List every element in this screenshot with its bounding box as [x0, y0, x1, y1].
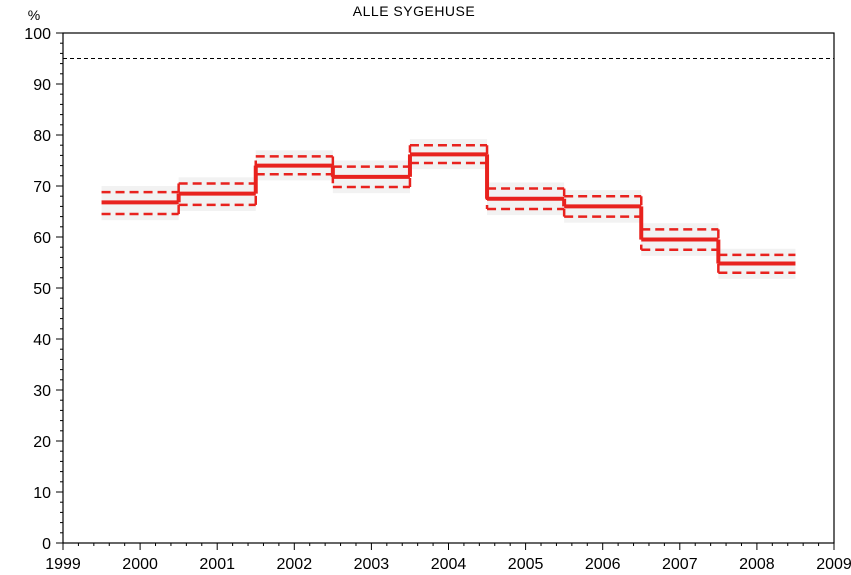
- x-tick-label: 2001: [199, 556, 235, 573]
- y-axis-unit-label: %: [28, 7, 40, 23]
- x-tick-label: 2003: [354, 556, 390, 573]
- x-tick-label: 2002: [277, 556, 313, 573]
- y-tick-label: 60: [33, 230, 51, 247]
- y-tick-label: 30: [33, 383, 51, 400]
- x-tick-label: 2000: [122, 556, 158, 573]
- chart-title: ALLE SYGEHUSE: [353, 3, 475, 19]
- plot-frame: [62, 32, 835, 544]
- x-tick-label: 2007: [662, 556, 698, 573]
- y-tick-label: 10: [33, 485, 51, 502]
- y-tick-label: 20: [33, 434, 51, 451]
- y-tick-label: 100: [24, 26, 51, 43]
- y-tick-label: 80: [33, 128, 51, 145]
- x-tick-label: 2009: [816, 556, 851, 573]
- y-tick-label: 40: [33, 332, 51, 349]
- y-tick-label: 70: [33, 179, 51, 196]
- x-tick-label: 2008: [739, 556, 775, 573]
- y-tick-label: 0: [42, 536, 51, 553]
- x-tick-label: 2005: [508, 556, 544, 573]
- x-tick-label: 1999: [45, 556, 81, 573]
- x-tick-label: 2004: [431, 556, 467, 573]
- x-tick-label: 2006: [585, 556, 621, 573]
- y-tick-label: 50: [33, 281, 51, 298]
- y-tick-label: 90: [33, 77, 51, 94]
